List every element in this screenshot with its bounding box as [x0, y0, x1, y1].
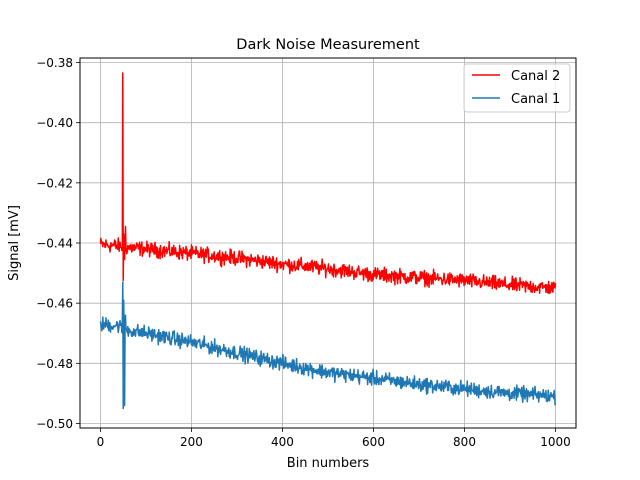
x-tick-label: 200 [180, 435, 203, 449]
grid [80, 58, 576, 428]
x-tick-label: 600 [362, 435, 385, 449]
legend: Canal 2 Canal 1 [463, 63, 571, 113]
series-layer [99, 72, 557, 410]
x-tick-label: 1000 [540, 435, 571, 449]
y-tick-label: −0.38 [36, 56, 73, 70]
y-tick-label: −0.48 [36, 357, 73, 371]
series-line-canal-2 [99, 72, 557, 295]
y-axis-ticks: −0.50 −0.48 −0.46 −0.44 −0.42 −0.40 −0.38 [36, 56, 80, 431]
x-axis-ticks: 0 200 400 600 800 1000 [97, 428, 571, 449]
y-tick-label: −0.44 [36, 237, 73, 251]
y-tick-label: −0.50 [36, 417, 73, 431]
legend-label-canal-1: Canal 1 [511, 92, 560, 107]
y-tick-label: −0.42 [36, 176, 73, 190]
x-tick-label: 0 [97, 435, 105, 449]
x-tick-label: 400 [271, 435, 294, 449]
x-tick-label: 800 [453, 435, 476, 449]
y-tick-label: −0.46 [36, 297, 73, 311]
x-axis-label: Bin numbers [287, 456, 370, 471]
chart-title: Dark Noise Measurement [236, 37, 420, 53]
legend-label-canal-2: Canal 2 [511, 69, 560, 84]
series-line-canal-1 [99, 281, 557, 410]
legend-box [463, 63, 571, 113]
y-axis-label: Signal [mV] [7, 205, 22, 281]
y-tick-label: −0.40 [36, 116, 73, 130]
